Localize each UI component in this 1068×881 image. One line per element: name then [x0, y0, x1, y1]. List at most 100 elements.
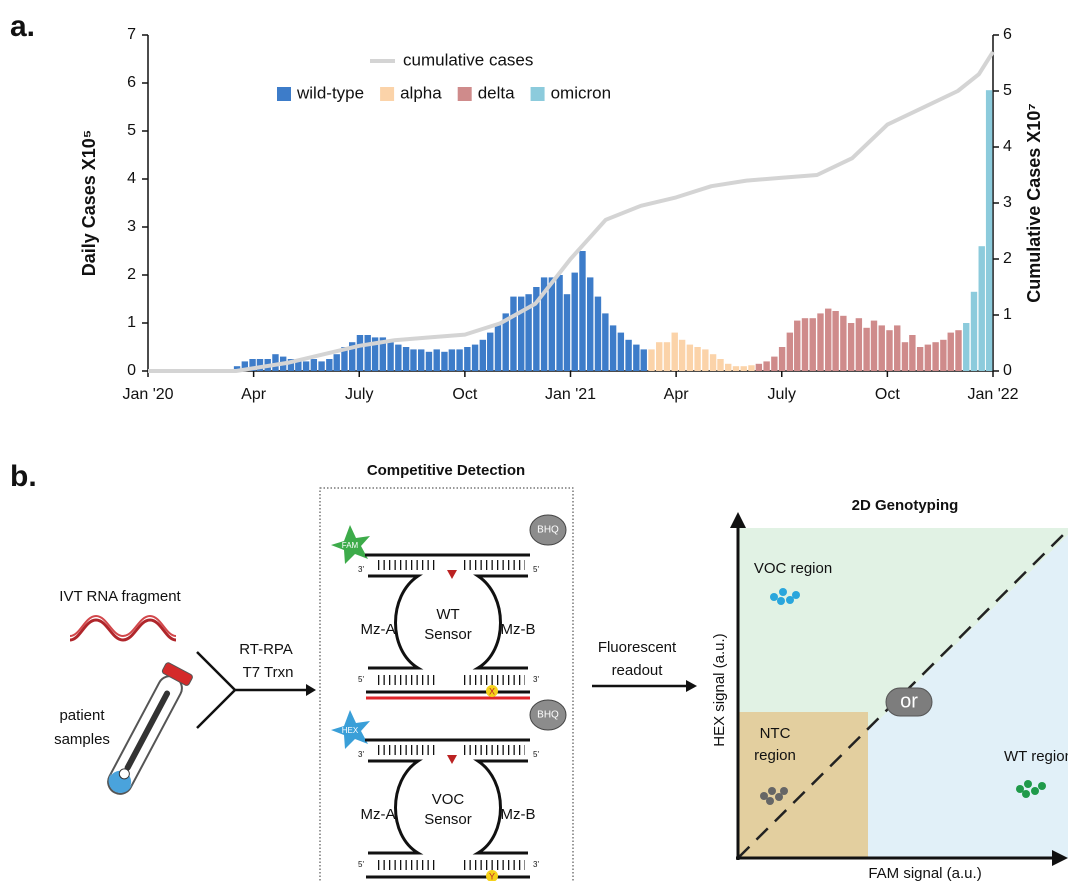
y2-tick-label: 6	[1003, 26, 1012, 43]
bar	[579, 251, 585, 371]
bar	[810, 318, 816, 371]
bar	[840, 316, 846, 371]
bar	[679, 340, 685, 371]
bar	[787, 333, 793, 371]
bar	[979, 246, 985, 371]
bar	[365, 335, 371, 371]
arm-label: Mz-A	[361, 621, 396, 638]
bar	[863, 328, 869, 371]
region-label: NTC	[760, 725, 791, 742]
legend-swatch	[458, 87, 472, 101]
bar	[763, 361, 769, 371]
y-tick-label: 0	[127, 362, 136, 379]
arm-label: Mz-B	[501, 806, 536, 823]
fluorophore-label: HEX	[342, 726, 359, 735]
bar	[357, 335, 363, 371]
bar	[948, 333, 954, 371]
bar	[472, 345, 478, 371]
bar	[610, 325, 616, 371]
bar	[802, 318, 808, 371]
mismatch-label: Y	[489, 871, 495, 881]
bar	[572, 273, 578, 371]
bar	[871, 321, 877, 371]
bar	[311, 359, 317, 371]
y-tick-label: 4	[127, 170, 136, 187]
bar	[879, 325, 885, 371]
sensor-label: WT	[436, 606, 459, 623]
x-tick-label: July	[345, 386, 373, 403]
bar	[832, 311, 838, 371]
x-tick-label: Apr	[664, 386, 690, 403]
bar	[694, 347, 700, 371]
legend-label: cumulative cases	[403, 50, 533, 69]
bar	[326, 359, 332, 371]
legend-label: delta	[478, 83, 515, 102]
bar	[318, 361, 324, 371]
x-tick-label: Jan '21	[545, 386, 596, 403]
axis-label: FAM signal (a.u.)	[868, 865, 981, 881]
end-label: 5'	[533, 565, 539, 574]
bar	[510, 297, 516, 371]
box-title: Competitive Detection	[367, 462, 525, 479]
bar	[971, 292, 977, 371]
bar	[794, 321, 800, 371]
bar	[641, 349, 647, 371]
legend-label: alpha	[400, 83, 442, 102]
bar	[955, 330, 961, 371]
bar	[963, 323, 969, 371]
bar	[495, 323, 501, 371]
bar	[848, 323, 854, 371]
x-tick-label: Jan '22	[967, 386, 1018, 403]
bar	[909, 335, 915, 371]
end-label: 3'	[358, 565, 364, 574]
bar	[986, 90, 992, 371]
x-tick-label: Oct	[875, 386, 900, 403]
bar	[418, 349, 424, 371]
bar	[426, 352, 432, 371]
sensor: FAM BHQ 3' 5' 5' 3' Mz-A Mz-B WT Sensor …	[331, 515, 566, 698]
y-axis-label: Daily Cases X10⁵	[79, 130, 99, 277]
bar	[940, 340, 946, 371]
arrow-head	[686, 680, 697, 692]
bar	[710, 354, 716, 371]
legend-label: wild-type	[296, 83, 364, 102]
y-tick-label: 6	[127, 74, 136, 91]
x-tick-label: July	[768, 386, 796, 403]
arm-label: Mz-B	[501, 621, 536, 638]
bar	[725, 364, 731, 371]
bar	[886, 330, 892, 371]
bar	[717, 359, 723, 371]
bar	[664, 342, 670, 371]
region-label: region	[754, 747, 796, 764]
cleavage-site	[447, 570, 457, 579]
or-label: or	[900, 690, 918, 712]
y2-tick-label: 0	[1003, 362, 1012, 379]
fluorophore-label: FAM	[342, 541, 359, 550]
y2-tick-label: 4	[1003, 138, 1012, 155]
bar	[672, 333, 678, 371]
bar	[618, 333, 624, 371]
y2-axis-label: Cumulative Cases X10⁷	[1024, 103, 1044, 303]
bar	[917, 347, 923, 371]
bar	[656, 342, 662, 371]
end-label: 5'	[358, 860, 364, 869]
arrow-head	[306, 684, 316, 696]
end-label: 3'	[533, 860, 539, 869]
x-tick-label: Apr	[241, 386, 267, 403]
y-tick-label: 7	[127, 26, 136, 43]
bar	[564, 294, 570, 371]
bar	[587, 277, 593, 371]
legend-swatch	[531, 87, 545, 101]
bar	[687, 345, 693, 371]
bar	[894, 325, 900, 371]
bar	[633, 345, 639, 371]
bar	[625, 340, 631, 371]
y-tick-label: 2	[127, 266, 136, 283]
bar	[648, 349, 654, 371]
bar	[902, 342, 908, 371]
ntc-area	[738, 712, 868, 858]
region-label: VOC region	[754, 560, 832, 577]
x-tick-label: Jan '20	[122, 386, 173, 403]
panel-label: a.	[10, 10, 35, 43]
bar	[387, 342, 393, 371]
